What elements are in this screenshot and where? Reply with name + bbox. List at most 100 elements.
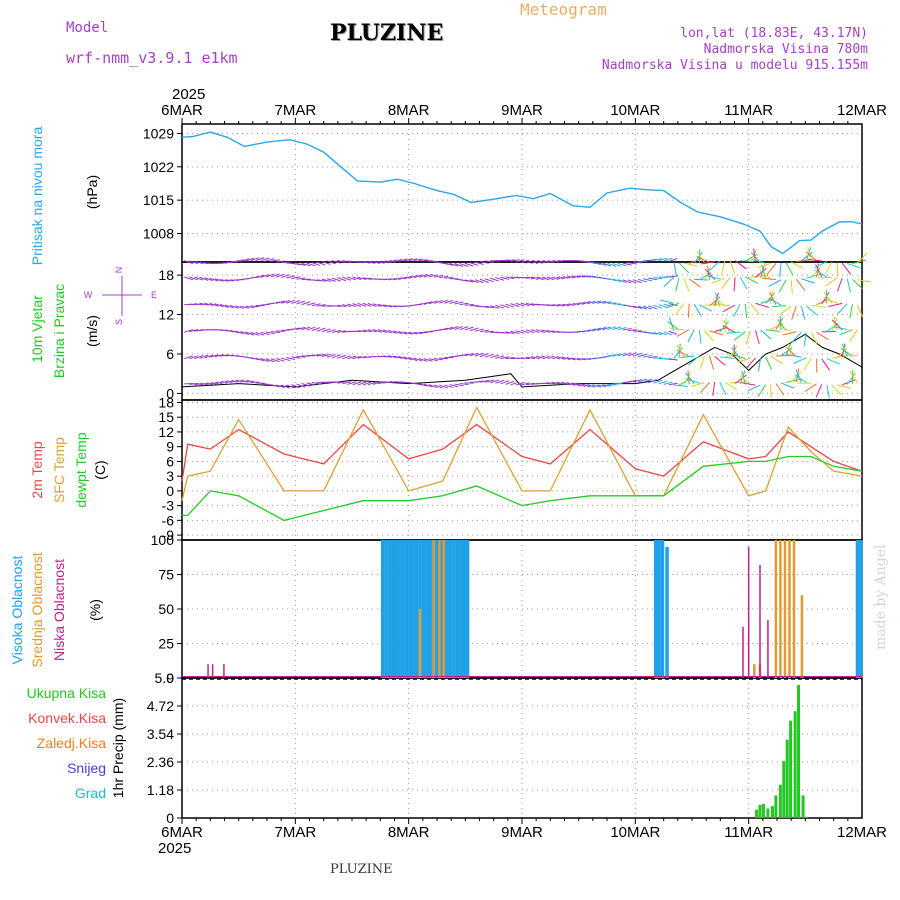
wind-arrow [474, 328, 484, 332]
pressure-ytick-label: 1022 [143, 159, 174, 175]
high-cloud-axis-label: Visoka Oblacnost [9, 556, 25, 665]
wind-arrow [326, 329, 336, 333]
wind-arrow [321, 328, 331, 333]
wind-arrow [474, 352, 484, 357]
wind-arrow [826, 384, 830, 399]
wind-arrow [275, 273, 285, 278]
wind-arrow [281, 274, 290, 278]
rain-total-bar [801, 795, 805, 818]
bottom-time-tick-label: 9MAR [501, 824, 543, 841]
wind-arrow [245, 305, 255, 309]
wind-arrow [408, 331, 418, 335]
wind-arrow [581, 300, 591, 305]
wind-arrow [592, 384, 602, 388]
wind-arrow [761, 277, 776, 281]
wind-arrow [347, 381, 357, 385]
wind-arrow [275, 300, 285, 304]
low-cloud-bar [747, 546, 750, 678]
high-cloud-bar [855, 540, 860, 678]
legend-hail: Grad [75, 785, 106, 801]
wind-arrow [627, 279, 637, 284]
wind-arrow [576, 383, 586, 388]
wind-arrow [612, 263, 622, 267]
wind-arrow [760, 264, 765, 279]
compass-north: N [114, 267, 124, 274]
wind-arrow [403, 275, 413, 280]
wind-arrow [388, 277, 398, 281]
wind-arrow [525, 329, 535, 334]
wind-arrow [833, 326, 848, 331]
wind-arrow [536, 329, 545, 333]
wind-arrow [632, 352, 642, 357]
wind-arrow [337, 304, 347, 308]
high-cloud-bar [391, 540, 395, 678]
pressure-unit-label: (hPa) [84, 175, 100, 209]
wind-arrow [536, 355, 545, 360]
wind-axis-label: 10m Vjetar [29, 295, 45, 363]
wind-arrow [474, 261, 484, 265]
wind-arrow [765, 292, 776, 304]
wind-arrow [423, 383, 433, 388]
wind-arrow [556, 355, 566, 360]
wind-arrow [622, 327, 632, 331]
wind-arrow [525, 356, 535, 360]
wind-arrow [423, 358, 433, 362]
wind-arrow [301, 326, 311, 331]
wind-arrow [510, 303, 520, 308]
wind-arrow [316, 381, 326, 384]
wind-arrow [699, 304, 713, 312]
wind-arrow [685, 378, 700, 384]
wind-arrow [235, 330, 244, 335]
wind-arrow [723, 319, 731, 333]
wind-arrow [800, 305, 806, 320]
wind-arrow [301, 382, 311, 387]
wind-arrow [454, 383, 464, 387]
wind-arrow [311, 354, 321, 357]
wind-arrow [740, 260, 755, 263]
wind-arrow [837, 303, 848, 315]
temperature-ytick-label: 0 [166, 483, 174, 499]
wind-arrow [270, 384, 280, 388]
wind-arrow [260, 273, 270, 278]
wind-arrow [485, 379, 495, 383]
cloud-ytick-label: 25 [158, 636, 174, 652]
wind-arrow [828, 302, 843, 307]
high-cloud-bar [462, 540, 466, 678]
wind-arrow [342, 276, 351, 281]
temperature-ytick-label: 12 [158, 424, 174, 440]
wind-arrow [515, 381, 525, 386]
wind-arrow [782, 331, 797, 336]
wind-arrow [459, 262, 469, 267]
wind-arrow [556, 381, 566, 385]
wind-arrow [413, 382, 423, 386]
wind-arrow [739, 276, 748, 290]
wind-arrow [566, 357, 576, 361]
wind-arrow [653, 258, 663, 261]
wind-arrow [484, 353, 494, 358]
wind-arrow [291, 356, 301, 359]
top-time-tick-label: 11MAR [724, 102, 773, 119]
rain-total-bar [770, 806, 774, 818]
wind-arrow [814, 269, 828, 278]
wind-arrow [352, 381, 362, 386]
wind-arrow [484, 278, 494, 283]
wind-arrow [658, 257, 668, 262]
wind-arrow [469, 352, 479, 357]
high-cloud-bar [653, 540, 658, 678]
wind-arrow [587, 328, 596, 333]
wind-arrow [700, 261, 715, 265]
wind-arrow [495, 379, 505, 384]
wind-arrow [311, 303, 321, 307]
wind-arrow [479, 329, 490, 333]
wind-arrow [551, 276, 561, 281]
wind-arrow [265, 331, 275, 335]
wind-arrow [768, 279, 782, 287]
wind-arrow [199, 382, 209, 386]
wind-arrow [189, 303, 199, 306]
wind-arrow [194, 328, 204, 332]
wind-arrow [749, 303, 760, 315]
wind-arrow [704, 267, 711, 281]
wind-arrow [219, 354, 229, 357]
mid-cloud-bar [783, 540, 787, 678]
wind-arrow [699, 355, 705, 370]
